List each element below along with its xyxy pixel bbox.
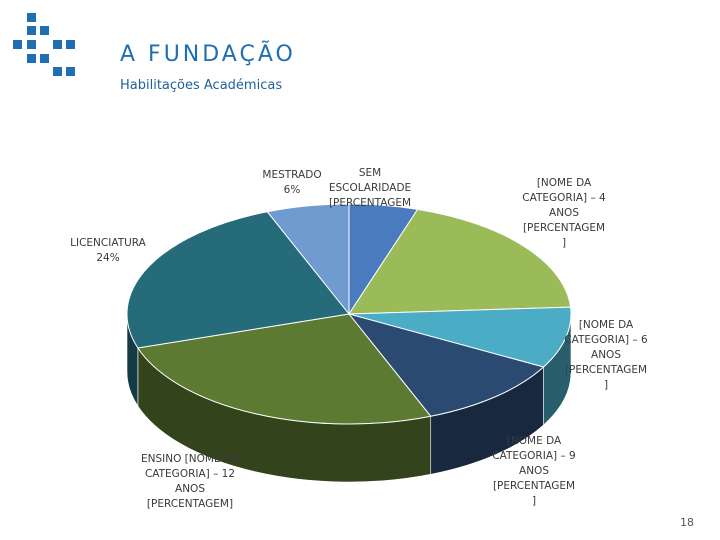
label-line: [NOME DA [536, 177, 592, 189]
pie-top-faces [126, 203, 572, 425]
label-line: ANOS [175, 483, 205, 495]
label-line: [PERCENTAGEM [492, 480, 576, 492]
label-line: CATEGORIA] – 6 [564, 334, 648, 346]
label-line: LICENCIATURA [70, 237, 146, 249]
page-subtitle: Habilitações Académicas [120, 78, 283, 93]
page-number: 18 [680, 516, 694, 529]
label-line: ] [603, 379, 609, 391]
label-sem-escolaridade: SEM ESCOLARIDADE [PERCENTAGEM [320, 166, 420, 211]
pie-slice-2 [348, 306, 572, 368]
pie-slice-6 [266, 203, 350, 316]
grid-squares-logo-icon [13, 13, 75, 76]
label-line: [PERCENTAGEM [564, 364, 648, 376]
label-line: [NOME DA [506, 435, 562, 447]
label-categoria-4: [NOME DA CATEGORIA] – 4 ANOS [PERCENTAGE… [514, 176, 614, 251]
label-categoria-9: [NOME DA CATEGORIA] – 9 ANOS [PERCENTAGE… [484, 434, 584, 509]
label-categoria-6: [NOME DA CATEGORIA] – 6 ANOS [PERCENTAGE… [556, 318, 656, 393]
pie-slice-3 [347, 313, 545, 417]
label-line: [PERCENTAGEM] [146, 498, 234, 510]
label-line: [NOME DA [578, 319, 634, 331]
label-line: ANOS [519, 465, 549, 477]
label-line: ANOS [591, 349, 621, 361]
label-line: CATEGORIA] – 4 [522, 192, 606, 204]
label-line: [PERCENTAGEM [328, 197, 412, 209]
label-line: 6% [283, 184, 301, 196]
label-line: [PERCENTAGEM [522, 222, 606, 234]
label-line: ] [531, 495, 537, 507]
label-ensino-12: ENSINO [NOME DA CATEGORIA] – 12 ANOS [PE… [130, 452, 250, 512]
label-line: ENSINO [NOME DA [140, 453, 240, 465]
pie-slice-1 [348, 208, 572, 315]
label-mestrado: MESTRADO 6% [252, 168, 332, 198]
pie-slice-4 [137, 313, 432, 425]
label-line: MESTRADO [262, 169, 322, 181]
pie-slice-5 [126, 211, 350, 349]
label-line: CATEGORIA] – 12 [144, 468, 236, 480]
label-licenciatura: LICENCIATURA 24% [58, 236, 158, 266]
label-line: 24% [96, 252, 120, 264]
label-line: ESCOLARIDADE [328, 182, 412, 194]
label-line: ] [561, 237, 567, 249]
label-line: CATEGORIA] – 9 [492, 450, 576, 462]
label-line: SEM [358, 167, 382, 179]
page-title: A FUNDAÇÃO [120, 42, 296, 67]
label-line: ANOS [549, 207, 579, 219]
